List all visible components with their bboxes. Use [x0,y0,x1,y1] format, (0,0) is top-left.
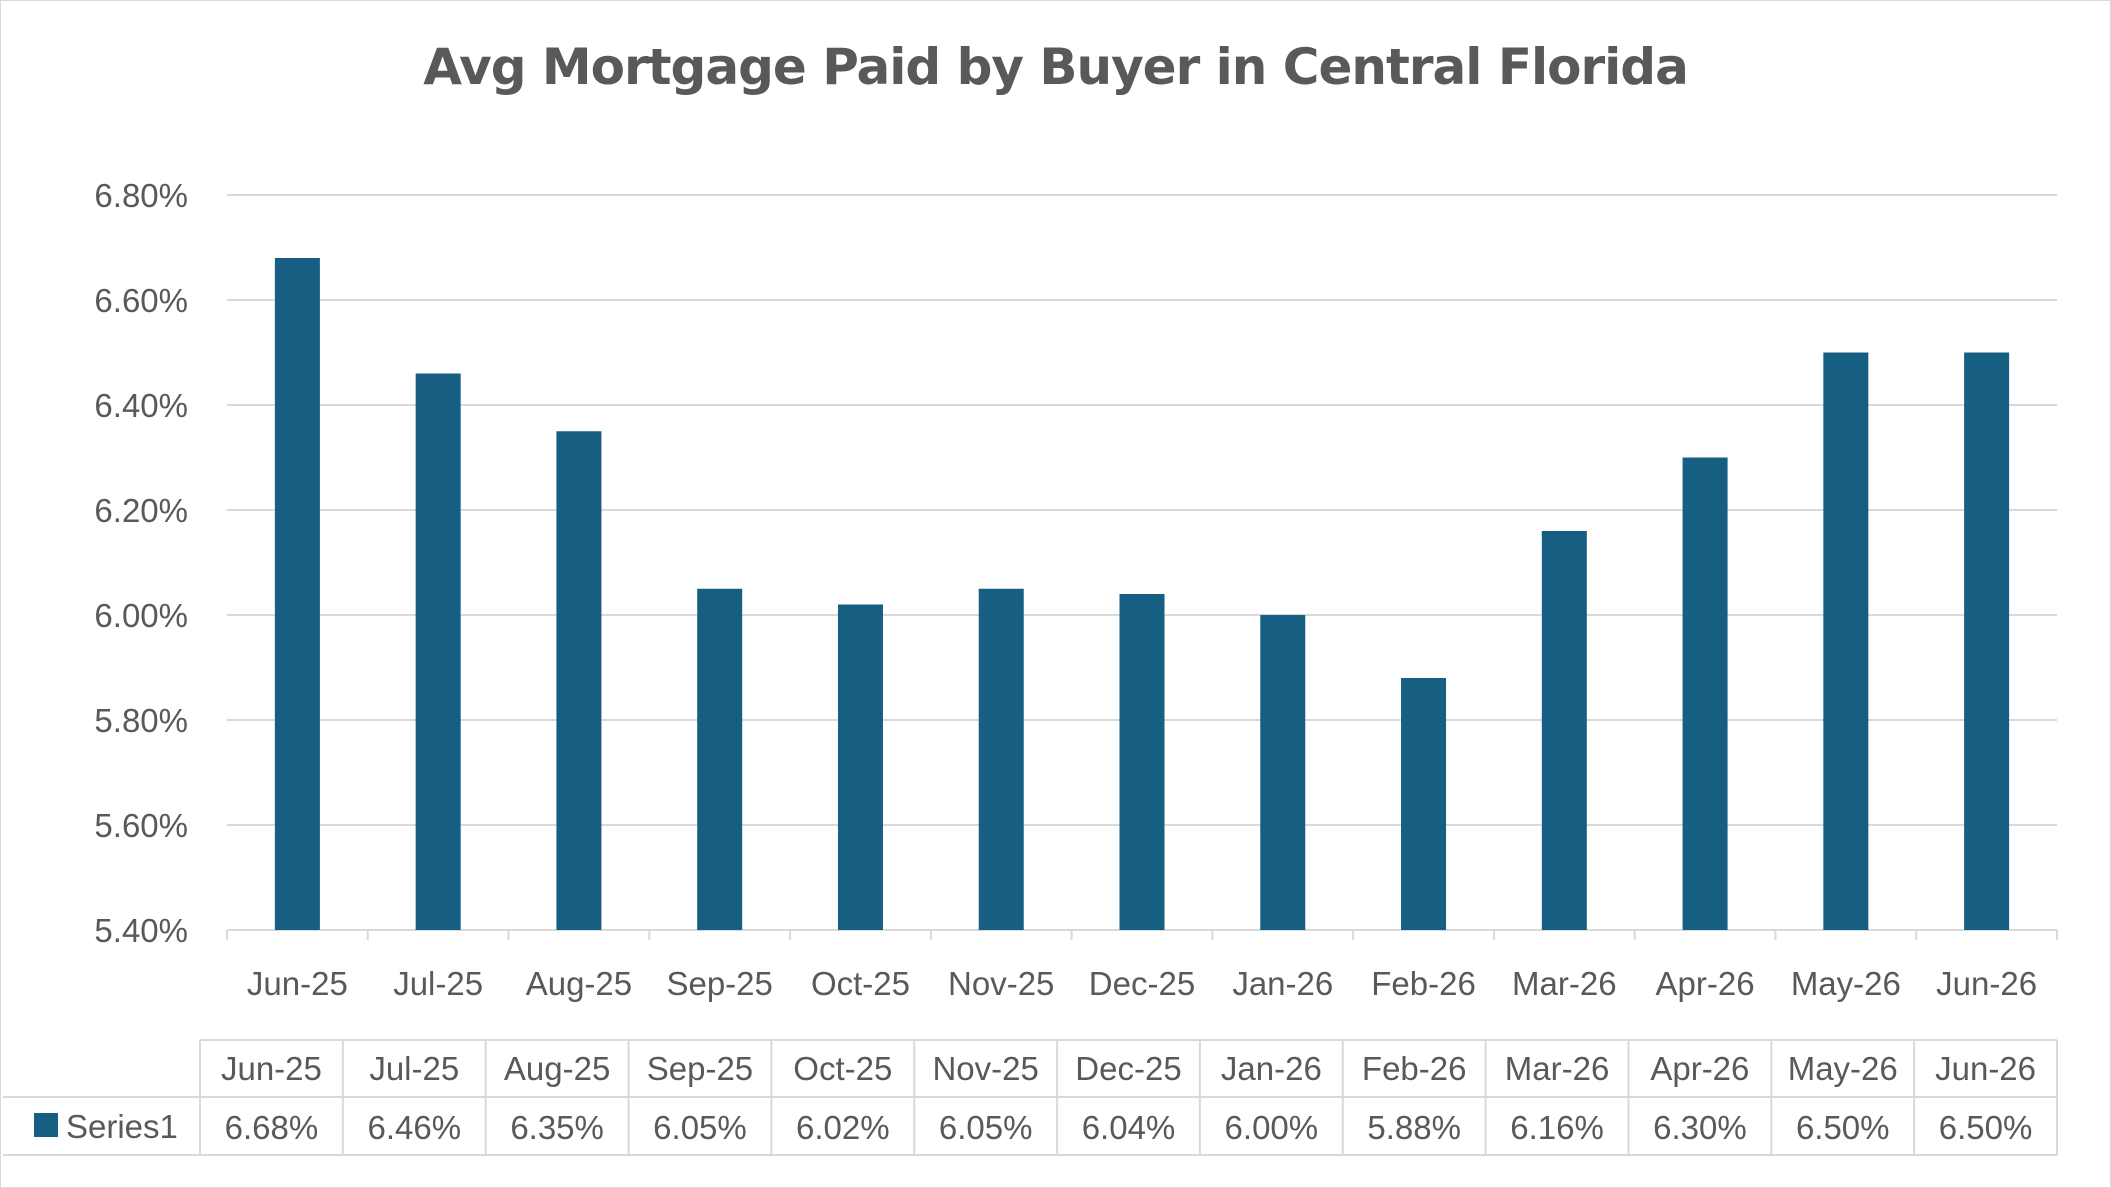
table-value-cell: 6.50% [1796,1109,1890,1146]
y-tick-label: 6.80% [94,177,188,214]
y-tick-label: 5.80% [94,702,188,739]
table-value-cell: 6.30% [1653,1109,1747,1146]
x-tick-label: Jul-25 [393,965,483,1002]
table-value-cell: 6.16% [1510,1109,1604,1146]
bar [274,258,320,930]
table-header-cell: Jun-26 [1935,1050,2036,1087]
bar [1823,352,1869,930]
y-tick-label: 6.20% [94,492,188,529]
table-value-cell: 6.46% [367,1109,461,1146]
chart-title: Avg Mortgage Paid by Buyer in Central Fl… [423,38,1689,96]
table-value-cell: 6.04% [1082,1109,1176,1146]
table-value-cell: 6.50% [1939,1109,2033,1146]
x-tick-label: Jun-25 [247,965,348,1002]
table-value-cell: 6.68% [225,1109,319,1146]
bar [556,431,602,930]
table-header-cell: Oct-25 [793,1050,892,1087]
table-header-cell: Jun-25 [221,1050,322,1087]
table-value-cell: 6.05% [939,1109,1033,1146]
bar [1541,531,1587,930]
table-value-cell: 6.05% [653,1109,747,1146]
table-header-cell: Dec-25 [1075,1050,1181,1087]
bar [1401,678,1447,930]
table-header-cell: Feb-26 [1362,1050,1467,1087]
bar [697,588,743,930]
table-header-cell: Apr-26 [1650,1050,1749,1087]
y-tick-label: 6.00% [94,597,188,634]
table-header-cell: Nov-25 [932,1050,1038,1087]
table-header-cell: May-26 [1788,1050,1898,1087]
table-value-cell: 6.00% [1225,1109,1319,1146]
legend-swatch [34,1113,58,1137]
table-value-cell: 6.02% [796,1109,890,1146]
x-tick-label: Nov-25 [948,965,1054,1002]
table-header-cell: Aug-25 [504,1050,610,1087]
x-tick-label: Feb-26 [1371,965,1476,1002]
table-value-cell: 5.88% [1367,1109,1461,1146]
x-tick-label: Apr-26 [1656,965,1755,1002]
x-tick-label: May-26 [1791,965,1901,1002]
x-tick-label: Jun-26 [1936,965,2037,1002]
table-header-cell: Jan-26 [1221,1050,1322,1087]
x-tick-label: Oct-25 [811,965,910,1002]
bar [1682,457,1728,930]
x-tick-label: Aug-25 [526,965,632,1002]
bar [1260,615,1306,930]
x-tick-label: Mar-26 [1512,965,1617,1002]
legend-label: Series1 [66,1108,178,1145]
table-header-cell: Sep-25 [647,1050,753,1087]
bar [415,373,461,930]
table-header-cell: Mar-26 [1505,1050,1610,1087]
y-tick-label: 6.60% [94,282,188,319]
x-tick-label: Dec-25 [1089,965,1195,1002]
y-tick-label: 5.60% [94,807,188,844]
y-tick-label: 5.40% [94,912,188,949]
table-header-cell: Jul-25 [369,1050,459,1087]
table-value-cell: 6.35% [510,1109,604,1146]
x-tick-label: Jan-26 [1232,965,1333,1002]
bar [978,588,1024,930]
y-tick-label: 6.40% [94,387,188,424]
bar [1964,352,2010,930]
bar [837,604,883,930]
bar [1119,594,1165,930]
x-tick-label: Sep-25 [666,965,772,1002]
